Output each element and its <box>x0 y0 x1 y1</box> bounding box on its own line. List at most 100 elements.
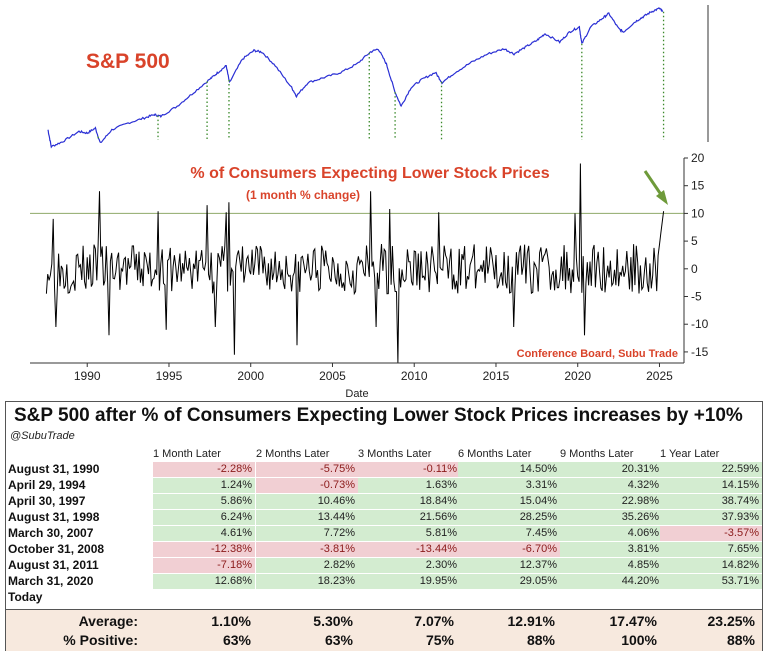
table-handle: @SubuTrade <box>10 430 75 442</box>
row-date: October 31, 2008 <box>8 542 105 556</box>
table-cell: 10.46% <box>256 494 358 509</box>
table-cell: -0.11% <box>358 462 460 477</box>
row-date: March 31, 2020 <box>8 574 94 588</box>
column-header: 1 Month Later <box>153 448 221 460</box>
row-date: April 29, 1994 <box>8 478 86 492</box>
table-cell: 4.61% <box>153 526 255 541</box>
table-cell: 20.31% <box>560 462 662 477</box>
table-cell: 5.86% <box>153 494 255 509</box>
consumer-line <box>45 163 665 364</box>
table-cell <box>458 590 560 605</box>
x-tick-label: 2010 <box>401 369 428 383</box>
x-axis-label: Date <box>345 388 368 400</box>
table-cell: 28.25% <box>458 510 560 525</box>
y-tick-label: 15 <box>691 179 705 193</box>
table-cell: 37.93% <box>660 510 762 525</box>
positive-value: 88% <box>726 632 755 648</box>
column-header: 3 Months Later <box>358 448 432 460</box>
table-cell: 18.84% <box>358 494 460 509</box>
sp500-title: S&P 500 <box>86 50 170 73</box>
average-value: 12.91% <box>507 613 555 629</box>
table-cell: 5.81% <box>358 526 460 541</box>
x-ticks: 1990 1995 2000 2005 2010 2015 2020 2025 <box>74 363 673 383</box>
positive-value: 63% <box>222 632 251 648</box>
sp500-line <box>47 7 664 149</box>
table-cell: 7.45% <box>458 526 560 541</box>
x-tick-label: 2015 <box>483 369 510 383</box>
column-header: 9 Months Later <box>560 448 634 460</box>
positive-label: % Positive: <box>63 632 138 648</box>
table-cell <box>153 590 255 605</box>
table-cell: -6.70% <box>458 542 560 557</box>
table-cell: -12.38% <box>153 542 255 557</box>
table-cell: 4.06% <box>560 526 662 541</box>
x-tick-label: 2005 <box>319 369 346 383</box>
table-cell <box>660 590 762 605</box>
chart-area: S&P 500 -15 -10 -5 0 5 10 15 20 1990 1995 2000 200… <box>30 5 709 400</box>
table-cell: 22.98% <box>560 494 662 509</box>
table-cell: 14.50% <box>458 462 560 477</box>
positive-value: 75% <box>425 632 454 648</box>
average-value: 23.25% <box>707 613 755 629</box>
row-date: August 31, 1990 <box>8 462 100 476</box>
table-cell: -5.75% <box>256 462 358 477</box>
table-cell: 19.95% <box>358 574 460 589</box>
y-tick-label: -10 <box>691 317 709 331</box>
event-markers <box>97 11 665 140</box>
y-tick-label: -15 <box>691 345 709 359</box>
y-tick-label: 20 <box>691 151 705 165</box>
table-cell: 14.82% <box>660 558 762 573</box>
table-cell: -2.28% <box>153 462 255 477</box>
row-date: Today <box>8 590 43 604</box>
table-cell <box>358 590 460 605</box>
table-cell: 7.65% <box>660 542 762 557</box>
table-cell: 14.15% <box>660 478 762 493</box>
table-cell: -3.57% <box>660 526 762 541</box>
table-cell <box>560 590 662 605</box>
table-cell: 1.24% <box>153 478 255 493</box>
row-date: August 31, 1998 <box>8 510 100 524</box>
table-cell: 2.82% <box>256 558 358 573</box>
y-ticks: -15 -10 -5 0 5 10 15 20 <box>684 151 709 359</box>
table-cell: 15.04% <box>458 494 560 509</box>
table-cell: -7.18% <box>153 558 255 573</box>
table-cell: 12.37% <box>458 558 560 573</box>
table-cell: 29.05% <box>458 574 560 589</box>
row-date: April 30, 1997 <box>8 494 86 508</box>
x-tick-label: 2025 <box>646 369 673 383</box>
table-cell: 35.26% <box>560 510 662 525</box>
returns-table: S&P 500 after % of Consumers Expecting L… <box>5 401 763 651</box>
table-cell: 6.24% <box>153 510 255 525</box>
table-cell: 18.23% <box>256 574 358 589</box>
table-cell: 1.63% <box>358 478 460 493</box>
table-cell: 13.44% <box>256 510 358 525</box>
average-value: 7.07% <box>414 613 454 629</box>
consumer-subtitle: (1 month % change) <box>246 188 360 202</box>
x-tick-label: 2020 <box>564 369 591 383</box>
table-cell: 4.85% <box>560 558 662 573</box>
table-cell: 4.32% <box>560 478 662 493</box>
column-header: 6 Months Later <box>458 448 532 460</box>
x-tick-label: 1990 <box>74 369 101 383</box>
table-cell: -13.44% <box>358 542 460 557</box>
consumer-title: % of Consumers Expecting Lower Stock Pri… <box>190 165 549 182</box>
source-note: Conference Board, Subu Trade <box>517 348 678 360</box>
table-cell <box>256 590 358 605</box>
table-cell: 3.81% <box>560 542 662 557</box>
average-value: 1.10% <box>211 613 251 629</box>
average-value: 5.30% <box>313 613 353 629</box>
positive-value: 63% <box>324 632 353 648</box>
y-tick-label: 10 <box>691 206 705 220</box>
table-cell: 44.20% <box>560 574 662 589</box>
table-cell: 21.56% <box>358 510 460 525</box>
table-title: S&P 500 after % of Consumers Expecting L… <box>14 405 743 426</box>
table-footer: Average: % Positive: 1.10% 5.30% 7.07% 12.9… <box>6 609 762 651</box>
table-cell: 38.74% <box>660 494 762 509</box>
y-tick-label: 0 <box>691 262 698 276</box>
consumer-panel: -15 -10 -5 0 5 10 15 20 1990 1995 2000 2005 2010 201… <box>30 151 709 400</box>
positive-value: 100% <box>621 632 657 648</box>
x-tick-label: 1995 <box>156 369 183 383</box>
x-tick-label: 2000 <box>237 369 264 383</box>
table-cell: -0.73% <box>256 478 358 493</box>
positive-value: 88% <box>526 632 555 648</box>
